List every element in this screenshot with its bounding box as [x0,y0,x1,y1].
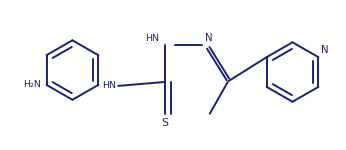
Text: HN: HN [145,34,159,43]
Text: N: N [205,33,212,43]
Text: HN: HN [102,81,116,90]
Text: S: S [162,118,169,128]
Text: H₂N: H₂N [23,80,40,89]
Text: N: N [321,45,329,55]
